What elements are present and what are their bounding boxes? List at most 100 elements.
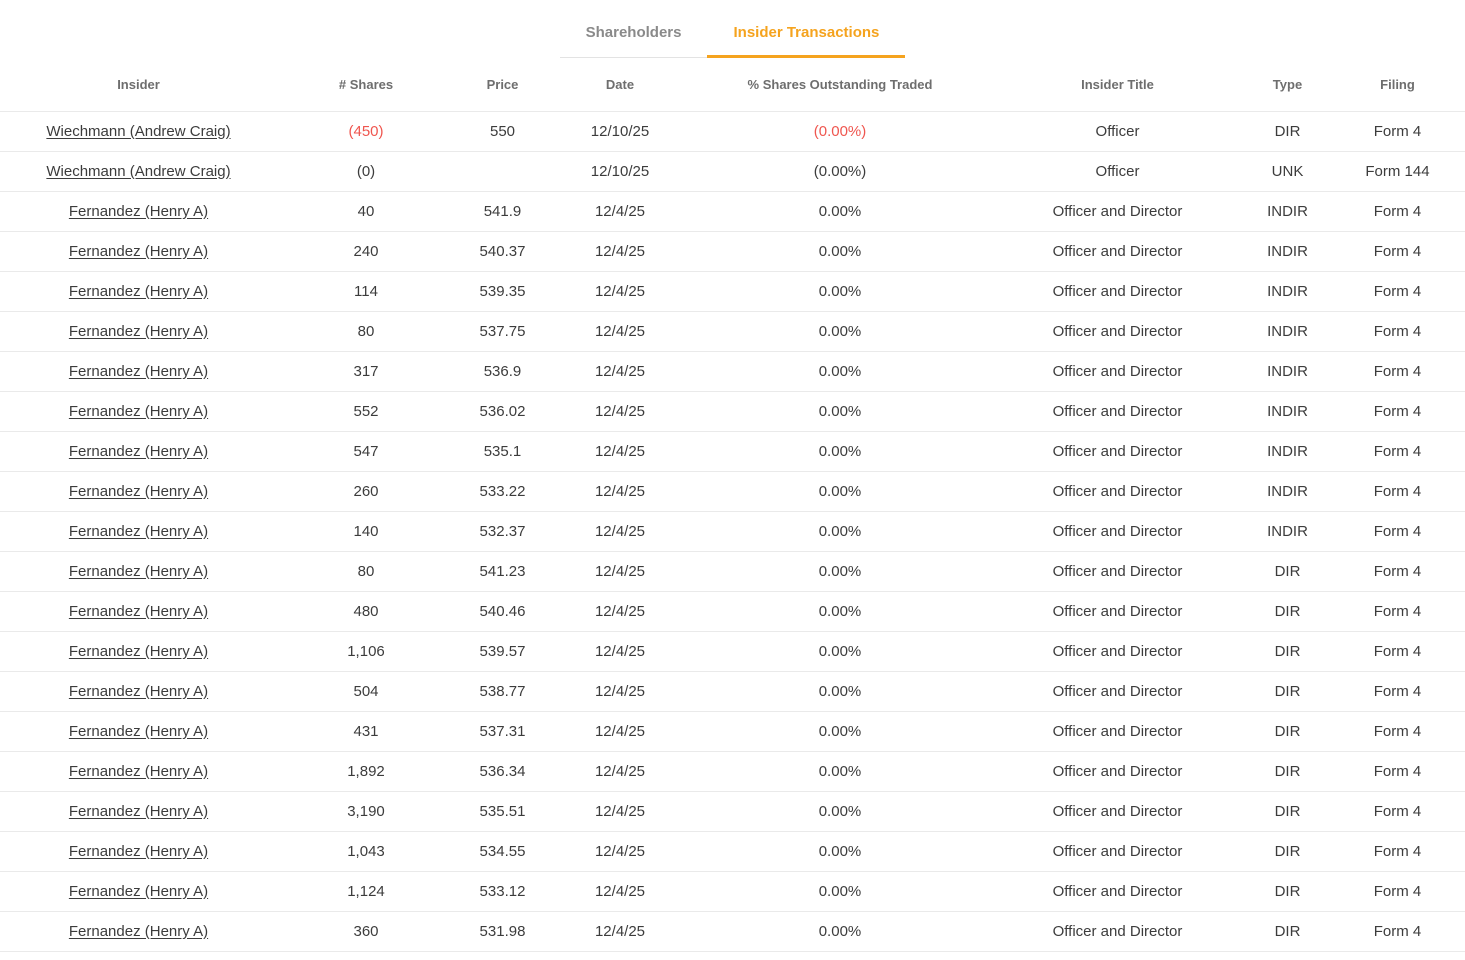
insider-link[interactable]: Wiechmann (Andrew Craig) [46, 162, 231, 180]
insider-link[interactable]: Fernandez (Henry A) [68, 442, 209, 460]
table-row: Fernandez (Henry A) 504 538.77 12/4/25 0.00%… [0, 670, 1465, 711]
shares-cell: 504 [277, 670, 455, 711]
insider-cell: Fernandez (Henry A) [0, 550, 277, 591]
date-cell: 12/4/25 [550, 310, 690, 351]
insider-link[interactable]: Fernandez (Henry A) [68, 402, 209, 420]
shares-cell: (450) [277, 110, 455, 151]
price-cell [455, 150, 550, 191]
type-cell: INDIR [1245, 350, 1330, 391]
table-row: Fernandez (Henry A) 40 541.9 12/4/25 0.00% Of… [0, 190, 1465, 231]
insider-title-cell: Officer and Director [990, 670, 1245, 711]
insider-title-cell: Officer [990, 150, 1245, 191]
insider-cell: Fernandez (Henry A) [0, 270, 277, 311]
pct-outstanding-cell: 0.00% [690, 630, 990, 671]
pct-outstanding-cell: (0.00%) [690, 150, 990, 191]
insider-link[interactable]: Fernandez (Henry A) [68, 602, 209, 620]
insider-cell: Fernandez (Henry A) [0, 710, 277, 751]
price-cell: 533.12 [455, 870, 550, 911]
filing-cell: Form 4 [1330, 790, 1465, 831]
shares-cell: 317 [277, 350, 455, 391]
insider-cell: Fernandez (Henry A) [0, 390, 277, 431]
column-header-date: Date [605, 76, 635, 92]
table-row: Fernandez (Henry A) 80 537.75 12/4/25 0.00% O… [0, 310, 1465, 351]
insider-cell: Fernandez (Henry A) [0, 870, 277, 911]
insider-link[interactable]: Fernandez (Henry A) [68, 642, 209, 660]
insider-link[interactable]: Fernandez (Henry A) [68, 322, 209, 340]
shares-cell: 431 [277, 710, 455, 751]
shares-cell: 1,892 [277, 750, 455, 791]
pct-outstanding-cell: 0.00% [690, 910, 990, 952]
insider-link[interactable]: Fernandez (Henry A) [68, 282, 209, 300]
shares-cell: 360 [277, 910, 455, 952]
insider-cell: Fernandez (Henry A) [0, 910, 277, 952]
insider-link[interactable]: Fernandez (Henry A) [68, 722, 209, 740]
table-row: Fernandez (Henry A) 552 536.02 12/4/25 0.00%… [0, 390, 1465, 431]
insider-link[interactable]: Fernandez (Henry A) [68, 682, 209, 700]
insider-title-cell: Officer and Director [990, 630, 1245, 671]
shares-cell: 1,106 [277, 630, 455, 671]
pct-outstanding-cell: 0.00% [690, 870, 990, 911]
filing-cell: Form 4 [1330, 630, 1465, 671]
filing-cell: Form 144 [1330, 150, 1465, 191]
shares-cell: 1,124 [277, 870, 455, 911]
insider-cell: Fernandez (Henry A) [0, 470, 277, 511]
date-cell: 12/4/25 [550, 190, 690, 231]
table-row: Fernandez (Henry A) 240 540.37 12/4/25 0.00%… [0, 230, 1465, 271]
shares-cell: 40 [277, 190, 455, 231]
insider-cell: Fernandez (Henry A) [0, 630, 277, 671]
filing-cell: Form 4 [1330, 910, 1465, 952]
table-header-row: Insider # Shares Price Date % Shares Outstan… [0, 58, 1465, 111]
insider-link[interactable]: Fernandez (Henry A) [68, 522, 209, 540]
shares-cell: 240 [277, 230, 455, 271]
price-cell: 535.51 [455, 790, 550, 831]
filing-cell: Form 4 [1330, 710, 1465, 751]
insider-link[interactable]: Fernandez (Henry A) [68, 882, 209, 900]
date-cell: 12/4/25 [550, 390, 690, 431]
insider-title-cell: Officer and Director [990, 230, 1245, 271]
insider-cell: Fernandez (Henry A) [0, 750, 277, 791]
shares-cell: 114 [277, 270, 455, 311]
filing-cell: Form 4 [1330, 230, 1465, 271]
date-cell: 12/4/25 [550, 830, 690, 871]
table-row: Fernandez (Henry A) 547 535.1 12/4/25 0.00% O… [0, 430, 1465, 471]
date-cell: 12/4/25 [550, 550, 690, 591]
insider-link[interactable]: Fernandez (Henry A) [68, 762, 209, 780]
price-cell: 533.22 [455, 470, 550, 511]
date-cell: 12/4/25 [550, 430, 690, 471]
insider-link[interactable]: Fernandez (Henry A) [68, 802, 209, 820]
insider-link[interactable]: Fernandez (Henry A) [68, 202, 209, 220]
price-cell: 531.98 [455, 910, 550, 952]
table-row: Fernandez (Henry A) 360 531.98 12/4/25 0.00%… [0, 910, 1465, 952]
insider-cell: Fernandez (Henry A) [0, 350, 277, 391]
insider-link[interactable]: Wiechmann (Andrew Craig) [46, 122, 231, 140]
insider-cell: Fernandez (Henry A) [0, 230, 277, 271]
table-row: Fernandez (Henry A) 317 536.9 12/4/25 0.00% O… [0, 350, 1465, 391]
insider-link[interactable]: Fernandez (Henry A) [68, 242, 209, 260]
insider-link[interactable]: Fernandez (Henry A) [68, 562, 209, 580]
filing-cell: Form 4 [1330, 470, 1465, 511]
table-row: Fernandez (Henry A) 1,892 536.34 12/4/25 0.0… [0, 750, 1465, 791]
insider-link[interactable]: Fernandez (Henry A) [68, 482, 209, 500]
filing-cell: Form 4 [1330, 270, 1465, 311]
insider-title-cell: Officer [990, 110, 1245, 151]
tab-insider-transactions[interactable]: Insider Transactions [707, 16, 906, 58]
pct-outstanding-cell: 0.00% [690, 830, 990, 871]
insider-link[interactable]: Fernandez (Henry A) [68, 362, 209, 380]
insider-link[interactable]: Fernandez (Henry A) [68, 922, 209, 940]
date-cell: 12/4/25 [550, 790, 690, 831]
filing-cell: Form 4 [1330, 550, 1465, 591]
shares-cell: 80 [277, 550, 455, 591]
type-cell: INDIR [1245, 270, 1330, 311]
date-cell: 12/4/25 [550, 350, 690, 391]
filing-cell: Form 4 [1330, 590, 1465, 631]
filing-cell: Form 4 [1330, 430, 1465, 471]
insider-title-cell: Officer and Director [990, 510, 1245, 551]
date-cell: 12/4/25 [550, 630, 690, 671]
shares-cell: 140 [277, 510, 455, 551]
insider-link[interactable]: Fernandez (Henry A) [68, 842, 209, 860]
insider-transactions-table: Insider # Shares Price Date % Shares Outstan… [0, 58, 1465, 952]
price-cell: 539.57 [455, 630, 550, 671]
tab-shareholders[interactable]: Shareholders [559, 16, 708, 58]
table-row: Fernandez (Henry A) 1,106 539.57 12/4/25 0.0… [0, 630, 1465, 671]
filing-cell: Form 4 [1330, 830, 1465, 871]
